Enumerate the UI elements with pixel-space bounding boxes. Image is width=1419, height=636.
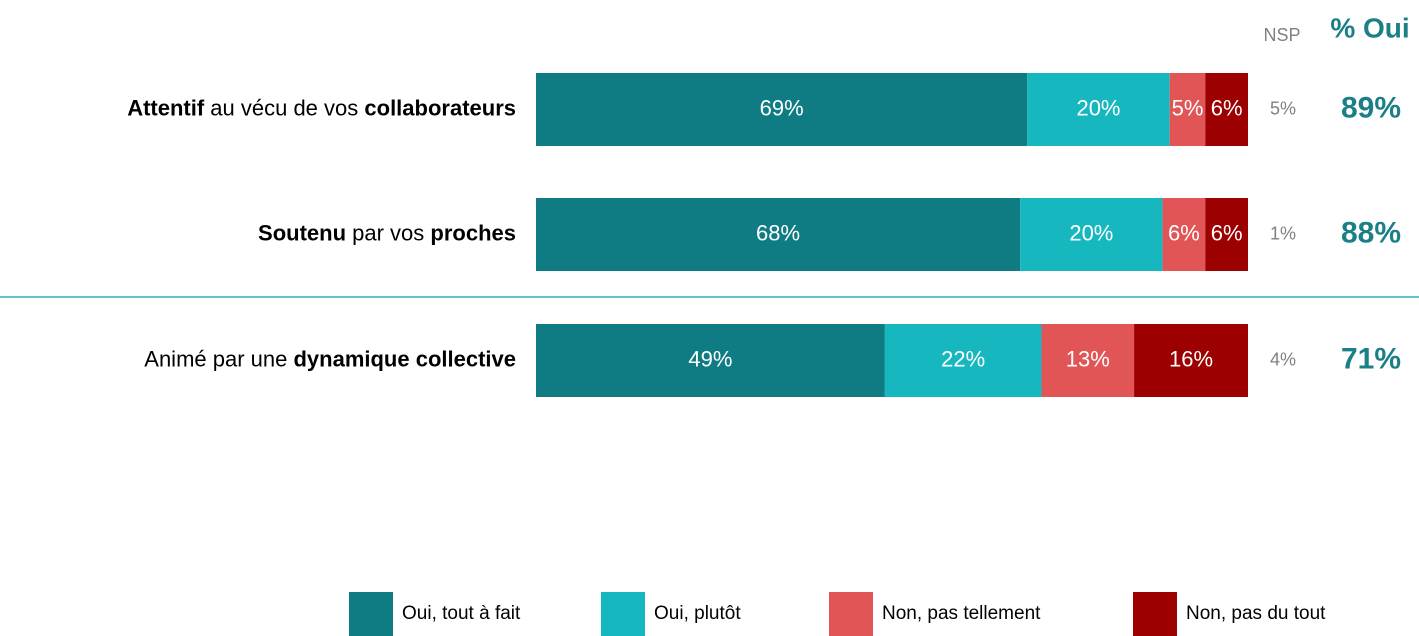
data-label: 20%	[1076, 95, 1120, 120]
nsp-value: 4%	[1270, 349, 1296, 369]
legend-swatch	[601, 592, 645, 636]
data-label: 16%	[1169, 346, 1213, 371]
bar-segment	[536, 324, 885, 397]
data-label: 13%	[1066, 346, 1110, 371]
data-label: 6%	[1168, 220, 1200, 245]
category-label-part: par vos	[346, 220, 430, 245]
category-label: Attentif au vécu de vos collaborateurs	[127, 95, 516, 120]
category-label-part: Attentif	[127, 95, 205, 120]
category-label-part: Animé par une	[144, 346, 293, 371]
data-label: 20%	[1069, 220, 1113, 245]
bar-segment	[1041, 324, 1135, 397]
bar-segment	[1020, 198, 1163, 271]
data-label: 68%	[756, 220, 800, 245]
category-label-part: collaborateurs	[364, 95, 516, 120]
bar-segment	[1205, 198, 1248, 271]
data-label: 6%	[1211, 95, 1243, 120]
data-label: 6%	[1211, 220, 1243, 245]
legend-swatch	[349, 592, 393, 636]
oui-value: 88%	[1341, 216, 1401, 249]
nsp-value: 1%	[1270, 223, 1296, 243]
oui-header: % Oui	[1330, 12, 1409, 43]
legend-label: Oui, plutôt	[654, 603, 741, 624]
category-label-part: dynamique collective	[293, 346, 516, 371]
bar-segment	[1027, 73, 1170, 146]
data-label: 22%	[941, 346, 985, 371]
legend-swatch	[829, 592, 873, 636]
bar-segment	[884, 324, 1042, 397]
legend-label: Non, pas du tout	[1186, 603, 1326, 624]
legend-label: Non, pas tellement	[882, 603, 1041, 624]
bar-segment	[1169, 73, 1206, 146]
category-label-part: au vécu de vos	[204, 95, 364, 120]
data-label: 69%	[760, 95, 804, 120]
category-label: Animé par une dynamique collective	[144, 346, 516, 371]
category-label: Soutenu par vos proches	[258, 220, 516, 245]
oui-value: 71%	[1341, 342, 1401, 375]
legend-label: Oui, tout à fait	[402, 603, 521, 624]
category-label-part: Soutenu	[258, 220, 346, 245]
bar-segment	[1162, 198, 1206, 271]
category-label-part: proches	[430, 220, 516, 245]
bar-segment	[536, 73, 1028, 146]
oui-value: 89%	[1341, 91, 1401, 124]
data-label: 49%	[688, 346, 732, 371]
nsp-header: NSP	[1263, 25, 1300, 45]
bar-segment	[1134, 324, 1248, 397]
data-label: 5%	[1172, 95, 1204, 120]
bar-segment	[1205, 73, 1248, 146]
bar-segment	[536, 198, 1021, 271]
nsp-value: 5%	[1270, 98, 1296, 118]
legend-swatch	[1133, 592, 1177, 636]
